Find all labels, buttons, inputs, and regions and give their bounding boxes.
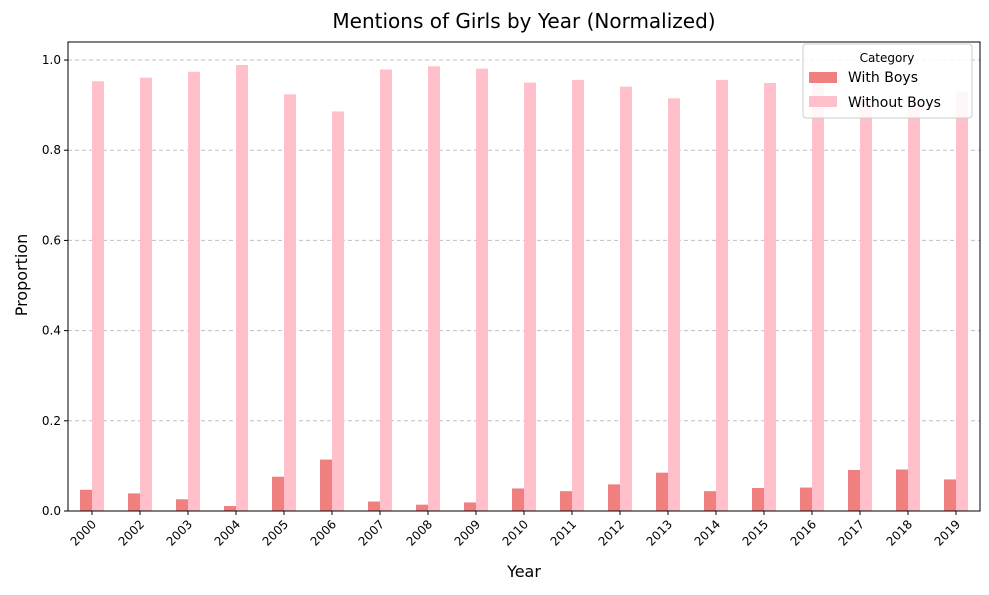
x-tick-label: 2018 (884, 517, 915, 548)
bar-without-boys (812, 83, 824, 511)
x-tick-label: 2007 (356, 517, 387, 548)
bar-without-boys (668, 98, 680, 512)
bar-without-boys (188, 71, 200, 511)
y-tick-label: 0.8 (42, 143, 61, 157)
bar-with-boys (464, 502, 476, 511)
bar-with-boys (560, 491, 572, 511)
bar-without-boys (428, 66, 440, 511)
x-tick-label: 2010 (500, 517, 531, 548)
x-tick-label: 2012 (596, 517, 627, 548)
bar-without-boys (284, 94, 296, 512)
legend-label-without-boys: Without Boys (848, 95, 941, 111)
y-axis-label: Proportion (12, 234, 31, 317)
bar-with-boys (224, 506, 236, 511)
bars (80, 64, 968, 512)
y-tick-label: 0.4 (42, 324, 61, 338)
x-axis-ticks: 2000 2002 2003 2004 2005 2006 2007 2008 2009 2010… (68, 511, 963, 549)
y-tick-label: 1.0 (42, 53, 61, 67)
y-tick-label: 0.6 (42, 233, 61, 247)
bar-without-boys (764, 83, 776, 511)
bar-with-boys (512, 488, 524, 511)
bar-without-boys (524, 82, 536, 511)
bar-with-boys (800, 487, 812, 511)
bar-with-boys (944, 479, 956, 511)
bar-without-boys (572, 79, 584, 511)
x-tick-label: 2000 (68, 517, 99, 548)
x-tick-label: 2019 (932, 517, 963, 548)
bar-without-boys (140, 77, 152, 511)
bar-with-boys (608, 484, 620, 511)
y-tick-label: 0.0 (42, 504, 61, 518)
x-tick-label: 2005 (260, 517, 291, 548)
bar-with-boys (416, 504, 428, 511)
bar-with-boys (704, 491, 716, 511)
bar-without-boys (620, 86, 632, 511)
bar-without-boys (92, 81, 104, 512)
x-tick-label: 2003 (164, 517, 195, 548)
x-tick-label: 2004 (212, 517, 243, 548)
legend-swatch-without-boys (809, 96, 837, 107)
y-tick-label: 0.2 (42, 414, 61, 428)
x-tick-label: 2016 (788, 517, 819, 548)
bar-with-boys (656, 472, 668, 511)
bar-with-boys (272, 476, 284, 511)
x-tick-label: 2008 (404, 517, 435, 548)
bar-with-boys (896, 469, 908, 511)
bar-with-boys (752, 488, 764, 511)
chart-title: Mentions of Girls by Year (Normalized) (332, 9, 715, 33)
x-tick-label: 2014 (692, 517, 723, 548)
y-axis-ticks: 0.0 0.2 0.4 0.6 0.8 1.0 (42, 53, 68, 518)
bar-without-boys (380, 69, 392, 511)
x-tick-label: 2015 (740, 517, 771, 548)
legend-label-with-boys: With Boys (848, 70, 918, 86)
x-axis-label: Year (506, 562, 541, 581)
bar-with-boys (176, 499, 188, 511)
bar-with-boys (80, 489, 92, 511)
bar-with-boys (128, 493, 140, 511)
legend-title: Category (860, 51, 915, 65)
bar-without-boys (332, 111, 344, 512)
legend: Category With Boys Without Boys (802, 43, 973, 119)
x-tick-label: 2011 (548, 517, 579, 548)
bar-with-boys (848, 469, 860, 511)
bar-without-boys (236, 64, 248, 512)
bar-with-boys (320, 459, 332, 511)
bar-without-boys (716, 79, 728, 511)
bar-without-boys (956, 91, 968, 511)
legend-swatch-with-boys (809, 72, 837, 83)
bar-with-boys (368, 501, 380, 511)
x-tick-label: 2013 (644, 517, 675, 548)
x-tick-label: 2002 (116, 517, 147, 548)
x-tick-label: 2006 (308, 517, 339, 548)
legend-box (802, 43, 973, 119)
bar-without-boys (908, 101, 920, 512)
bar-without-boys (860, 101, 872, 511)
x-tick-label: 2009 (452, 517, 483, 548)
x-tick-label: 2017 (836, 517, 867, 548)
bar-without-boys (476, 68, 488, 512)
